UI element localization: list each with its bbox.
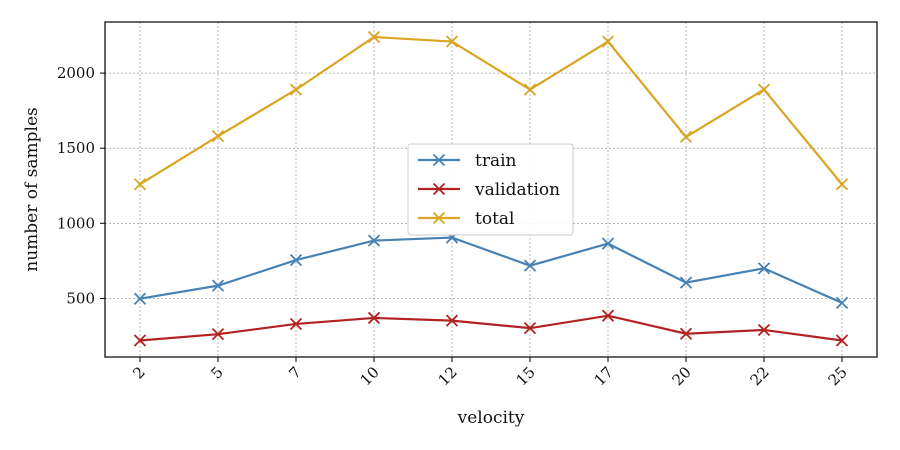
data-point-total: [133, 178, 147, 191]
data-point-validation: [523, 322, 537, 335]
x-axis-label: velocity: [457, 408, 525, 428]
data-point-train: [133, 292, 147, 305]
y-tick-label: 1500: [57, 139, 95, 157]
data-point-total: [835, 178, 849, 191]
data-point-total: [211, 130, 225, 143]
data-point-validation: [835, 334, 849, 347]
data-point-validation: [679, 327, 693, 340]
data-point-validation: [601, 309, 615, 322]
series-line-total: [139, 35, 843, 186]
data-point-train: [601, 237, 615, 250]
series-line-validation: [139, 314, 843, 342]
data-point-validation: [289, 317, 303, 331]
x-tick-label: 10: [357, 363, 383, 389]
legend-marker-total: [432, 211, 446, 225]
data-point-train: [835, 296, 849, 310]
data-point-train: [523, 259, 537, 272]
data-point-validation: [757, 323, 771, 337]
x-tick-label: 22: [747, 363, 773, 389]
data-point-train: [367, 234, 381, 247]
x-tick-label: 12: [435, 363, 461, 389]
y-tick-label: 2000: [57, 64, 95, 82]
x-tick-label: 5: [207, 363, 226, 382]
data-point-train: [211, 279, 225, 292]
data-point-total: [679, 130, 693, 144]
data-point-train: [289, 253, 303, 267]
legend-marker-validation: [432, 182, 446, 196]
legend-label-total: total: [475, 209, 514, 229]
x-tick-label: 2: [129, 363, 148, 382]
legend: train validation total: [407, 143, 574, 236]
x-tick-label: 20: [669, 363, 695, 389]
data-point-total: [289, 83, 303, 96]
data-point-validation: [367, 311, 381, 325]
series-line-train: [139, 236, 843, 304]
plot-frame: [104, 21, 878, 358]
legend-marker-train: [432, 153, 446, 167]
x-tick-label: 25: [825, 363, 851, 389]
y-tick-label: 1000: [57, 214, 95, 232]
data-point-validation: [133, 334, 147, 347]
data-point-train: [757, 262, 771, 275]
x-tick-label: 15: [513, 363, 539, 389]
data-point-validation: [211, 328, 225, 341]
data-point-total: [523, 83, 537, 96]
series-layer: [133, 30, 849, 347]
data-point-validation: [445, 314, 459, 327]
data-point-total: [601, 35, 615, 48]
x-tick-label: 17: [591, 363, 617, 389]
x-tick-label: 7: [285, 363, 304, 382]
data-point-total: [445, 35, 459, 48]
legend-box: [407, 143, 574, 236]
y-tick-label: 500: [66, 289, 95, 307]
data-point-train: [679, 276, 693, 289]
legend-label-validation: validation: [474, 180, 560, 200]
data-point-total: [367, 30, 381, 44]
data-point-total: [757, 83, 771, 96]
legend-label-train: train: [475, 151, 517, 171]
y-axis-label: number of samples: [22, 107, 42, 272]
